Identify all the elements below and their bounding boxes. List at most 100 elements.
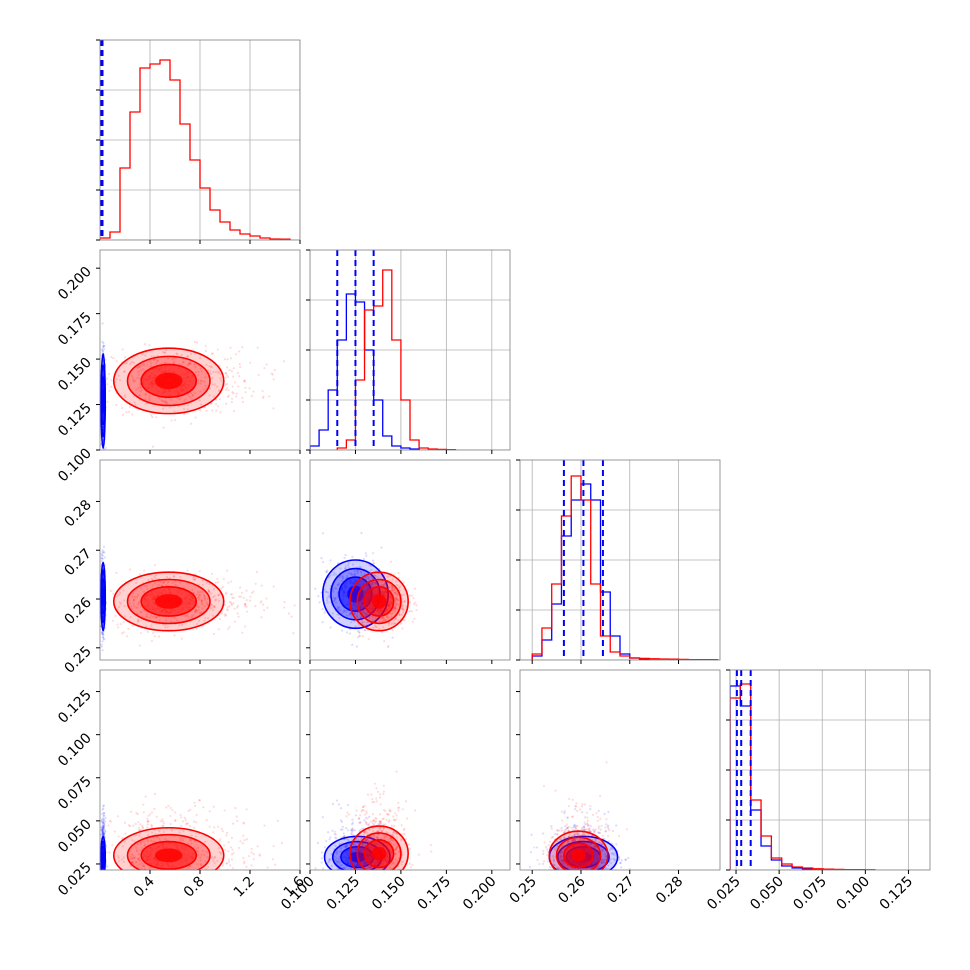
scatter-point — [393, 621, 396, 625]
scatter-point — [214, 599, 217, 602]
scatter-point — [236, 606, 239, 609]
scatter-point — [368, 866, 371, 869]
scatter-point — [356, 571, 360, 574]
scatter-point — [372, 819, 375, 823]
scatter-point — [212, 395, 215, 398]
scatter-point — [364, 552, 368, 555]
scatter-point — [349, 832, 353, 835]
scatter-point — [375, 820, 378, 823]
scatter-point — [397, 604, 400, 607]
scatter-point — [198, 799, 201, 802]
scatter-point — [337, 605, 340, 609]
joint-panel-2-1 — [306, 459, 511, 664]
scatter-point — [123, 394, 126, 397]
scatter-point — [393, 618, 397, 621]
scatter-point — [171, 358, 174, 361]
scatter-point — [394, 591, 397, 594]
scatter-point — [100, 632, 104, 635]
scatter-point — [199, 856, 202, 859]
scatter-point — [139, 386, 142, 389]
scatter-point — [379, 886, 381, 888]
panel-frame — [99, 249, 301, 451]
scatter-point — [199, 367, 202, 370]
scatter-point — [116, 623, 119, 626]
scatter-point — [367, 576, 370, 580]
scatter-point — [157, 872, 159, 874]
scatter-point — [231, 848, 234, 851]
scatter-point — [217, 581, 220, 584]
scatter-point — [400, 622, 403, 625]
scatter-point — [218, 618, 222, 621]
density-level — [371, 594, 387, 609]
scatter-point — [263, 608, 266, 612]
scatter-point — [100, 819, 103, 822]
scatter-point — [382, 583, 385, 587]
scatter-point — [190, 615, 193, 619]
scatter-point — [145, 826, 149, 829]
scatter-point — [326, 569, 329, 572]
scatter-point — [203, 840, 206, 844]
scatter-point — [293, 604, 296, 607]
scatter-point — [236, 612, 239, 615]
scatter-point — [136, 376, 139, 379]
scatter-point — [337, 608, 340, 611]
scatter-point — [181, 361, 185, 364]
scatter-point — [392, 589, 395, 592]
scatter-point — [330, 853, 333, 856]
scatter-point — [350, 831, 354, 834]
scatter-point — [328, 858, 331, 861]
scatter-point — [337, 858, 341, 861]
scatter-point — [189, 362, 192, 365]
scatter-point — [344, 875, 346, 877]
scatter-point — [343, 556, 346, 560]
scatter-point — [345, 631, 349, 634]
scatter-point — [360, 867, 363, 870]
scatter-point — [150, 811, 154, 814]
scatter-point — [368, 866, 372, 869]
scatter-point — [142, 803, 145, 806]
scatter-point — [383, 582, 387, 585]
scatter-point — [364, 612, 367, 615]
scatter-point — [131, 861, 134, 864]
scatter-point — [143, 868, 146, 870]
scatter-point — [128, 405, 132, 409]
contour-line — [100, 376, 106, 426]
scatter-point — [380, 584, 383, 587]
scatter-point — [369, 880, 371, 882]
scatter-point — [118, 605, 121, 609]
scatter-point — [224, 849, 227, 852]
scatter-point — [170, 398, 173, 401]
scatter-point — [415, 604, 418, 607]
scatter-point — [238, 362, 241, 366]
scatter-point — [163, 351, 166, 354]
scatter-point — [395, 597, 398, 600]
scatter-point — [254, 582, 257, 585]
scatter-point — [197, 854, 200, 857]
scatter-point — [391, 629, 394, 632]
scatter-point — [380, 882, 382, 884]
scatter-point — [105, 377, 109, 380]
scatter-point — [102, 875, 104, 877]
scatter-point — [395, 597, 398, 601]
scatter-point — [128, 825, 132, 828]
scatter-point — [153, 876, 155, 878]
scatter-point — [227, 394, 230, 397]
scatter-point — [101, 825, 104, 828]
scatter-point — [403, 599, 406, 603]
scatter-point — [122, 631, 125, 634]
scatter-point — [160, 584, 163, 587]
scatter-point — [360, 615, 363, 619]
scatter-point — [245, 838, 249, 841]
scatter-point — [367, 576, 370, 579]
scatter-point — [102, 823, 106, 826]
scatter-point — [362, 877, 364, 879]
contour-line — [126, 355, 211, 407]
scatter-point — [332, 573, 335, 576]
scatter-point — [133, 857, 136, 860]
scatter-point — [236, 604, 240, 608]
scatter-point — [126, 875, 128, 877]
scatter-point — [212, 859, 215, 863]
scatter-point — [102, 873, 104, 875]
scatter-point — [144, 354, 147, 357]
scatter-point — [158, 397, 161, 400]
